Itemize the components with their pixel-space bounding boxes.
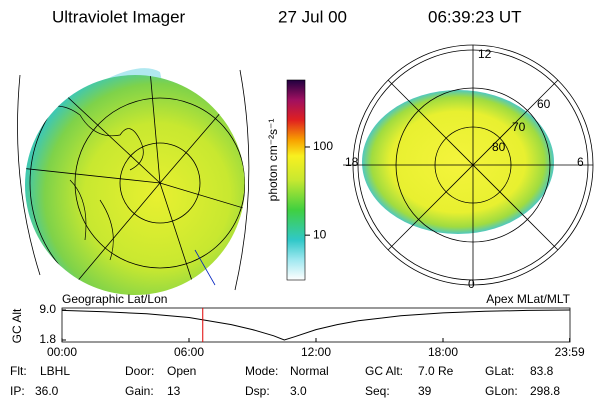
plot-title-left: Geographic Lat/Lon [62,292,167,306]
field-value: 298.8 [530,384,560,398]
field-label: GLon: [485,384,518,398]
y-tick-label: 1.8 [39,332,56,346]
polar-label: 80 [492,140,506,154]
altitude-line [61,309,571,341]
polar-label: 70 [512,120,526,134]
field-value: 13 [167,384,181,398]
y-tick-label: 9.0 [39,302,56,316]
time: 06:39:23 UT [428,7,522,26]
colorbar-tick-label: 10 [313,227,327,241]
polar-plot: 12 60 70 80 18 6 0 [343,44,594,291]
field-label: Gain: [125,384,154,398]
colorbar-scale [286,79,306,281]
altitude-plot: Geographic Lat/Lon Apex MLat/MLT GC Alt … [10,292,585,359]
date: 27 Jul 00 [278,7,347,26]
field-value: Open [167,364,196,378]
globe-image [17,68,250,295]
polar-label: 0 [468,277,475,291]
field-label: Mode: [245,364,278,378]
field-value: Normal [290,364,329,378]
field-label: Seq: [365,384,390,398]
polar-label: 18 [345,155,359,169]
polar-label: 6 [577,155,584,169]
y-axis-label: GC Alt [10,308,24,343]
x-tick-label: 00:00 [47,345,77,359]
polar-label: 60 [537,97,551,111]
field-value: 3.0 [290,384,307,398]
colorbar: photon cm⁻²s⁻¹ 10 100 [266,79,333,281]
field-label: Flt: [10,364,27,378]
field-label: Dsp: [245,384,270,398]
x-tick-label: 12:00 [301,345,331,359]
field-label: Door: [125,364,154,378]
field-label: IP: [10,384,25,398]
field-label: GC Alt: [365,364,403,378]
title: Ultraviolet Imager [52,7,186,26]
x-tick-label: 18:00 [428,345,458,359]
field-value: 83.8 [530,364,554,378]
field-value: 36.0 [35,384,59,398]
x-tick-label: 23:59 [555,345,585,359]
field-label: GLat: [485,364,514,378]
field-value: LBHL [40,364,70,378]
footer: Flt: LBHL Door: Open Mode: Normal GC Alt: 7.0 R… [10,364,560,398]
colorbar-tick-label: 100 [313,139,333,153]
polar-label: 12 [478,47,492,61]
field-value: 7.0 Re [418,364,454,378]
plot-title-right: Apex MLat/MLT [486,292,570,306]
field-value: 39 [418,384,432,398]
x-tick-label: 06:00 [174,345,204,359]
header: Ultraviolet Imager 27 Jul 00 06:39:23 UT [52,7,522,26]
colorbar-label: photon cm⁻²s⁻¹ [266,119,280,202]
